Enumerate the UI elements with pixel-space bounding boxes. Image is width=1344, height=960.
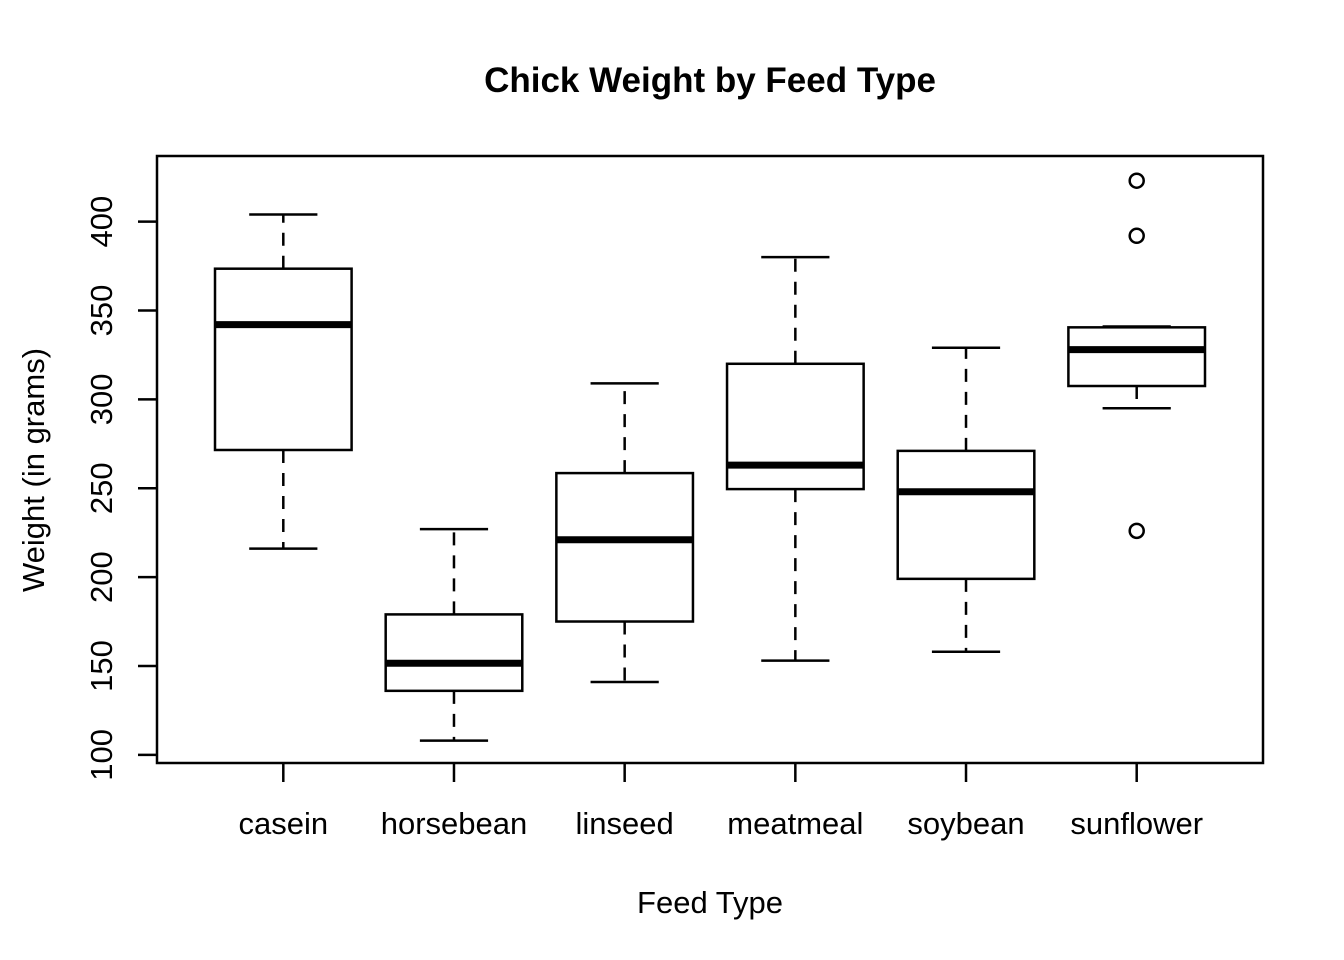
x-tick-label-soybean: soybean [907, 806, 1024, 841]
chart-title: Chick Weight by Feed Type [484, 61, 936, 100]
box-group-sunflower [1067, 172, 1207, 540]
y-axis-title: Weight (in grams) [16, 348, 51, 592]
y-tick-label: 350 [84, 285, 119, 337]
box-group-linseed [555, 382, 695, 684]
box-group-soybean [896, 346, 1036, 653]
y-tick-label: 250 [84, 462, 119, 514]
box-group-casein [213, 213, 353, 550]
outlier-point [1128, 172, 1145, 189]
y-tick-label: 300 [84, 373, 119, 425]
iqr-box [1067, 326, 1207, 388]
y-tick-label: 200 [84, 551, 119, 603]
iqr-box [213, 267, 353, 452]
x-tick-label-linseed: linseed [576, 806, 674, 841]
y-tick-label: 100 [84, 729, 119, 781]
outlier-point [1128, 522, 1145, 540]
outlier-point [1128, 227, 1145, 245]
box-series [213, 172, 1207, 742]
x-tick-label-horsebean: horsebean [381, 806, 528, 841]
x-tick-label-sunflower: sunflower [1070, 806, 1203, 841]
y-tick-label: 400 [84, 196, 119, 248]
x-tick-label-casein: casein [238, 806, 328, 841]
y-tick-label: 150 [84, 640, 119, 692]
x-axis-title: Feed Type [637, 885, 783, 920]
iqr-box [896, 449, 1036, 581]
y-axis: 100 150 200 250 300 350 400 [84, 196, 157, 781]
box-group-meatmeal [725, 255, 865, 662]
plot-frame [155, 154, 1265, 765]
iqr-box [384, 613, 524, 693]
box-group-horsebean [384, 527, 524, 742]
x-axis: casein horsebean linseed meatmeal soybean sun… [238, 763, 1203, 841]
iqr-box [555, 471, 695, 623]
iqr-box [725, 362, 865, 491]
x-tick-label-meatmeal: meatmeal [727, 806, 863, 841]
